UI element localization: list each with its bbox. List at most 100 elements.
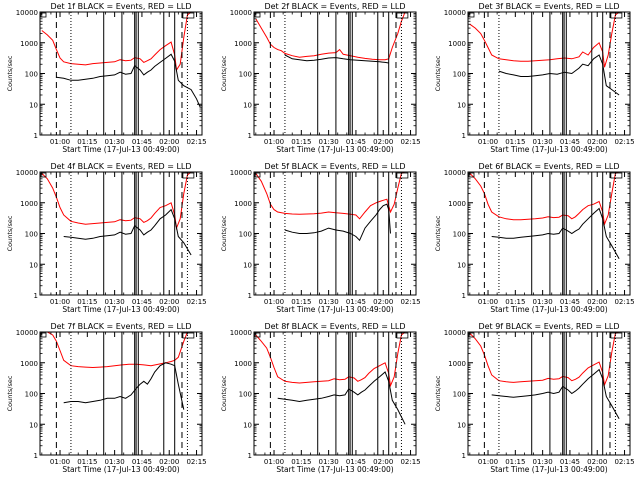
y-tick-label: 1000: [20, 360, 38, 368]
x-tick-label: 01:45: [560, 138, 580, 146]
x-tick-label: 01:30: [319, 138, 339, 146]
x-tick-label: 01:15: [291, 298, 311, 306]
y-tick-label: 10: [243, 261, 252, 269]
x-tick-label: 02:00: [159, 138, 179, 146]
x-tick-label: 01:15: [505, 458, 525, 466]
chart-title: Det 7f BLACK = Events, RED = LLD: [50, 322, 191, 331]
x-tick-label: 01:15: [291, 458, 311, 466]
series-line-events: [284, 203, 391, 242]
chart-panel-6: Det 6f BLACK = Events, RED = LLD 1 10 100 10…: [434, 162, 635, 314]
y-tick-label: 10: [457, 261, 466, 269]
y-tick-label: 1: [248, 452, 252, 460]
series-line-events: [56, 53, 201, 108]
x-axis-label: Start Time (17-Jul-13 00:49:00): [62, 465, 179, 474]
x-tick-label: 02:00: [587, 298, 607, 306]
y-tick-label: 100: [239, 231, 252, 239]
series-line-events: [491, 368, 620, 420]
chart-title: Det 8f BLACK = Events, RED = LLD: [264, 322, 405, 331]
y-axis-label: Counts/sec: [220, 375, 228, 411]
x-tick-label: 02:00: [373, 138, 393, 146]
chart-panel-3: Det 3f BLACK = Events, RED = LLD 1 10 100 10…: [434, 2, 635, 154]
y-tick-label: 1: [248, 292, 252, 300]
x-axis-label: Start Time (17-Jul-13 00:49:00): [490, 465, 607, 474]
x-tick-label: 02:00: [159, 458, 179, 466]
x-tick-label: 02:15: [614, 138, 634, 146]
chart-panel-7: Det 7f BLACK = Events, RED = LLD 1 10 100 10…: [6, 322, 207, 474]
x-tick-label: 02:15: [400, 458, 420, 466]
x-axis-label: Start Time (17-Jul-13 00:49:00): [62, 305, 179, 314]
x-axis-label: Start Time (17-Jul-13 00:49:00): [276, 145, 393, 154]
x-tick-label: 02:00: [587, 138, 607, 146]
y-axis-label: Counts/sec: [6, 375, 14, 411]
y-tick-label: 10000: [230, 9, 252, 17]
x-tick-label: 01:15: [77, 298, 97, 306]
y-tick-label: 1000: [448, 200, 466, 208]
y-tick-label: 10000: [444, 329, 466, 337]
x-tick-label: 01:45: [560, 298, 580, 306]
corner-box-right: [396, 12, 409, 19]
x-tick-label: 02:15: [186, 138, 206, 146]
y-tick-label: 1: [34, 292, 38, 300]
x-tick-label: 01:45: [132, 458, 152, 466]
x-tick-label: 01:15: [291, 138, 311, 146]
series-line-lld: [41, 12, 201, 72]
chart-title: Det 3f BLACK = Events, RED = LLD: [478, 2, 619, 11]
chart-panel-9: Det 9f BLACK = Events, RED = LLD 1 10 100 10…: [434, 322, 635, 474]
y-tick-label: 1: [462, 292, 466, 300]
y-tick-label: 10: [29, 101, 38, 109]
x-tick-label: 02:15: [614, 298, 634, 306]
corner-box-right: [182, 172, 195, 179]
series-line-events: [491, 207, 620, 260]
y-tick-label: 10000: [444, 9, 466, 17]
chart-title: Det 5f BLACK = Events, RED = LLD: [264, 162, 405, 171]
y-tick-label: 10000: [230, 169, 252, 177]
plot-frame: [253, 11, 417, 136]
corner-box-right: [610, 12, 623, 19]
chart-title: Det 4f BLACK = Events, RED = LLD: [50, 162, 191, 171]
chart-panel-5: Det 5f BLACK = Events, RED = LLD 1 10 100 10…: [220, 162, 421, 314]
y-axis-label: Counts/sec: [6, 55, 14, 91]
x-tick-label: 02:15: [186, 458, 206, 466]
y-tick-label: 100: [453, 391, 466, 399]
x-tick-label: 01:45: [346, 138, 366, 146]
plot-frame: [39, 331, 203, 456]
x-tick-label: 01:00: [478, 458, 498, 466]
x-tick-label: 01:30: [533, 298, 553, 306]
series-line-lld: [255, 172, 415, 220]
y-tick-label: 10000: [230, 329, 252, 337]
y-tick-label: 1: [462, 132, 466, 140]
series-line-lld: [41, 172, 201, 231]
x-tick-label: 01:15: [505, 138, 525, 146]
plot-frame: [39, 11, 203, 136]
y-tick-label: 10000: [16, 169, 38, 177]
x-tick-label: 01:00: [478, 138, 498, 146]
y-tick-label: 1: [34, 132, 38, 140]
x-tick-label: 01:30: [319, 298, 339, 306]
x-tick-label: 01:15: [77, 138, 97, 146]
y-tick-label: 10: [29, 421, 38, 429]
chart-panel-4: Det 4f BLACK = Events, RED = LLD 1 10 100 10…: [6, 162, 207, 314]
chart-title: Det 2f BLACK = Events, RED = LLD: [264, 2, 405, 11]
series-line-events: [284, 54, 389, 64]
y-axis-label: Counts/sec: [220, 55, 228, 91]
x-tick-label: 02:00: [587, 458, 607, 466]
y-tick-label: 1000: [448, 360, 466, 368]
y-tick-label: 1000: [20, 200, 38, 208]
y-tick-label: 100: [25, 71, 38, 79]
chart-title: Det 1f BLACK = Events, RED = LLD: [50, 2, 191, 11]
y-tick-label: 1000: [234, 200, 252, 208]
x-tick-label: 01:45: [560, 458, 580, 466]
y-tick-label: 10000: [16, 9, 38, 17]
y-tick-label: 1: [462, 452, 466, 460]
x-tick-label: 02:00: [373, 458, 393, 466]
x-tick-label: 01:30: [105, 138, 125, 146]
series-line-events: [63, 208, 192, 256]
corner-box-right: [396, 332, 409, 339]
series-line-events: [277, 371, 406, 425]
y-axis-label: Counts/sec: [434, 55, 442, 91]
x-axis-label: Start Time (17-Jul-13 00:49:00): [276, 465, 393, 474]
y-tick-label: 1000: [448, 40, 466, 48]
x-tick-label: 02:00: [373, 298, 393, 306]
series-line-lld: [255, 12, 415, 61]
x-tick-label: 01:30: [319, 458, 339, 466]
